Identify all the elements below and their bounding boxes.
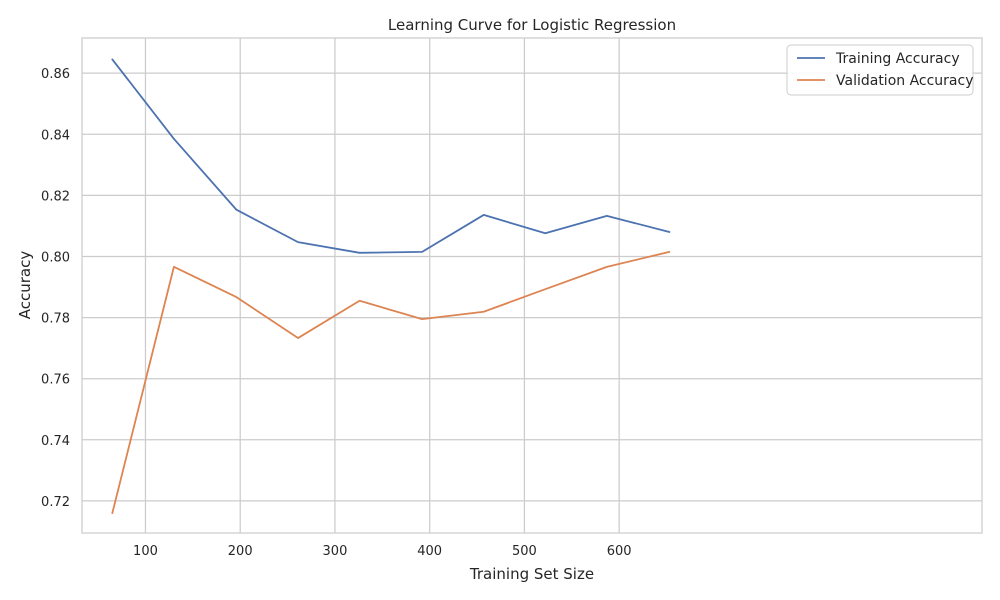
y-tick-label: 0.74 bbox=[41, 434, 70, 449]
x-tick-label: 100 bbox=[133, 544, 158, 559]
x-tick-label: 500 bbox=[512, 544, 537, 559]
y-axis-label: Accuracy bbox=[16, 251, 34, 320]
y-tick-label: 0.76 bbox=[41, 373, 70, 388]
x-tick-label: 200 bbox=[228, 544, 253, 559]
validation-accuracy-line bbox=[111, 250, 671, 515]
x-tick-label: 400 bbox=[417, 544, 442, 559]
x-tick-label: 300 bbox=[323, 544, 348, 559]
series-lines bbox=[111, 58, 671, 515]
legend: Training Accuracy Validation Accuracy bbox=[786, 44, 974, 96]
y-tick-label: 0.84 bbox=[41, 128, 70, 143]
training-accuracy-legend-label: Training Accuracy bbox=[835, 51, 960, 67]
x-tick-label: 600 bbox=[607, 544, 632, 559]
grid bbox=[82, 38, 982, 533]
y-tick-label: 0.80 bbox=[41, 250, 70, 265]
x-axis-label: Training Set Size bbox=[469, 565, 594, 583]
y-tick-label: 0.72 bbox=[41, 495, 70, 510]
y-tick-label: 0.82 bbox=[41, 189, 70, 204]
training-accuracy-line bbox=[111, 58, 671, 254]
y-tick-label: 0.86 bbox=[41, 67, 70, 82]
validation-accuracy-legend-label: Validation Accuracy bbox=[836, 73, 974, 89]
chart-title: Learning Curve for Logistic Regression bbox=[388, 16, 676, 34]
tick-labels: 100 200 300 400 500 600 0.72 0.74 0.76 0.78 0.80 0.… bbox=[41, 67, 632, 559]
y-tick-label: 0.78 bbox=[41, 312, 70, 327]
plot-frame bbox=[81, 37, 983, 534]
legend-box bbox=[786, 44, 974, 96]
